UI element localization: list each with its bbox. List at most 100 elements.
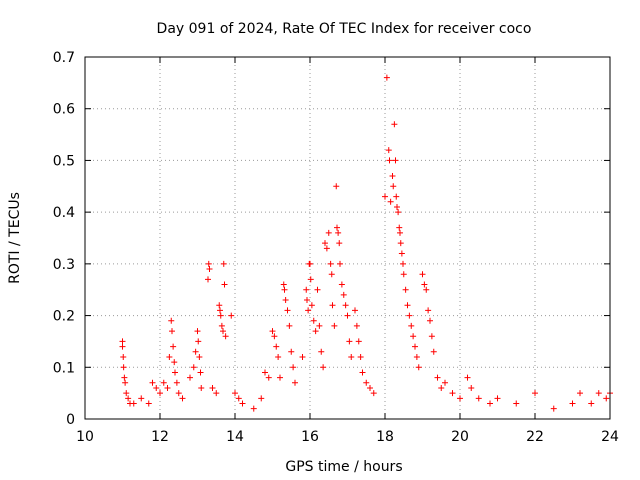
data-point [415, 364, 422, 371]
data-point [123, 390, 130, 397]
data-point [468, 384, 475, 391]
data-point [145, 400, 152, 407]
data-point [157, 390, 163, 397]
data-point [273, 343, 280, 350]
data-point [577, 390, 583, 397]
data-point [175, 390, 182, 397]
chart-title: Day 091 of 2024, Rate Of TEC Index for r… [157, 21, 532, 37]
data-point [187, 374, 193, 381]
data-point [125, 395, 132, 402]
data-point [164, 384, 171, 391]
data-point [149, 379, 156, 386]
y-tick-label: 0.6 [53, 102, 75, 118]
data-points [119, 74, 613, 412]
data-point [222, 333, 229, 340]
data-point [299, 353, 306, 360]
data-point [307, 276, 314, 283]
data-point [120, 353, 127, 360]
data-point [286, 322, 293, 329]
data-point [310, 317, 317, 324]
data-point [209, 384, 216, 391]
data-point [305, 307, 312, 314]
data-point [239, 400, 246, 407]
y-tick-label: 0.2 [53, 309, 75, 325]
y-tick-label: 0.3 [53, 257, 75, 273]
data-point [221, 281, 228, 288]
data-point [171, 359, 178, 366]
data-point [340, 291, 347, 298]
data-point [195, 338, 202, 345]
data-point [449, 390, 456, 397]
data-point [391, 121, 398, 128]
data-point [166, 353, 173, 360]
data-point [316, 322, 323, 329]
data-point [220, 260, 227, 267]
data-point [342, 302, 349, 309]
data-point [406, 312, 413, 319]
data-point [425, 307, 432, 314]
data-point [400, 271, 407, 278]
data-point [216, 302, 223, 309]
data-point [344, 312, 351, 319]
data-point [412, 343, 418, 350]
data-point [121, 374, 128, 381]
y-tick-label: 0 [66, 412, 75, 428]
x-tick-label: 14 [226, 429, 244, 445]
data-point [265, 374, 272, 381]
y-tick-label: 0.1 [53, 360, 75, 376]
data-point [382, 193, 388, 200]
data-point [228, 312, 235, 319]
data-point [395, 209, 402, 216]
data-point [282, 297, 289, 304]
data-point [269, 328, 276, 335]
data-point [550, 405, 557, 412]
data-point [355, 338, 362, 345]
data-point [325, 229, 332, 236]
data-point [334, 224, 340, 231]
data-point [397, 240, 404, 247]
data-point [217, 307, 223, 314]
data-point [218, 322, 225, 329]
data-point [328, 271, 335, 278]
data-point [122, 379, 129, 386]
data-point [220, 328, 226, 335]
data-point [329, 302, 336, 309]
data-point [303, 286, 310, 293]
data-point [130, 400, 137, 407]
data-point [190, 364, 197, 371]
x-tick-label: 20 [451, 429, 469, 445]
data-point [314, 286, 321, 293]
data-point [235, 395, 242, 402]
data-point [232, 390, 238, 397]
data-point [438, 384, 445, 391]
data-point [392, 157, 399, 164]
data-point [367, 384, 373, 391]
data-point [419, 271, 426, 278]
grid-lines [85, 57, 610, 419]
data-point [346, 338, 353, 345]
x-tick-label: 16 [301, 429, 319, 445]
data-point [197, 369, 204, 376]
data-point [404, 302, 411, 309]
data-point [396, 224, 403, 231]
data-point [160, 379, 167, 386]
data-point [323, 245, 330, 252]
data-point [428, 333, 435, 340]
data-point [370, 390, 377, 397]
data-point [457, 395, 463, 402]
data-point [400, 260, 406, 267]
data-point [430, 348, 437, 355]
data-point [338, 281, 345, 288]
data-point [408, 322, 415, 329]
data-point [394, 203, 400, 210]
data-point [532, 390, 538, 397]
data-point [386, 157, 393, 164]
x-axis-label: GPS time / hours [285, 459, 402, 475]
data-point [393, 193, 400, 200]
data-point [331, 322, 338, 329]
data-point [153, 384, 160, 391]
data-point [138, 395, 145, 402]
data-point [487, 400, 493, 407]
